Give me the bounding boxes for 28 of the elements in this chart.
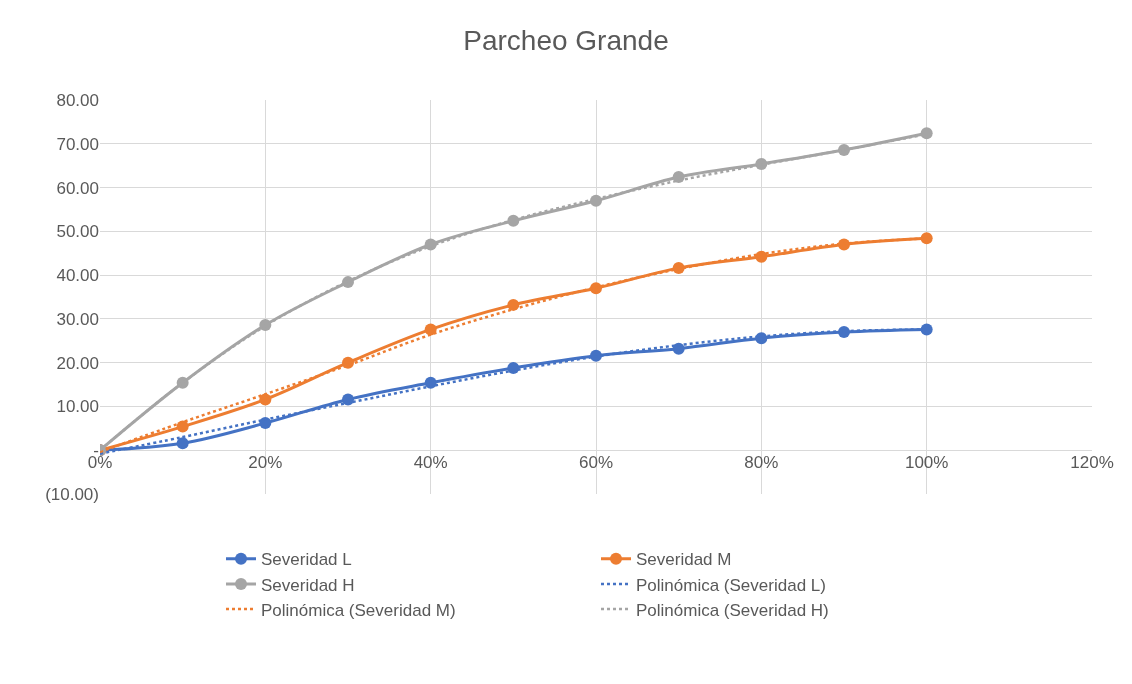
y-tick-label: 50.00 (56, 222, 99, 242)
point (259, 393, 272, 406)
y-tick-label: 70.00 (56, 134, 99, 154)
legend-label: Polinómica (Severidad M) (261, 600, 456, 620)
point (424, 323, 437, 336)
point (507, 298, 520, 311)
y-tick-label: 20.00 (56, 353, 99, 373)
x-tick-label: 20% (248, 453, 283, 473)
y-tick-label: 40.00 (56, 266, 99, 286)
y-tick-label: 60.00 (56, 178, 99, 198)
y-tick-label: 80.00 (56, 90, 99, 110)
x-tick-label: 100% (904, 453, 949, 473)
x-tick-label: 40% (413, 453, 448, 473)
y-tick-label: 30.00 (56, 309, 99, 329)
legend-label: Polinómica (Severidad H) (636, 600, 829, 620)
y-tick-label: (10.00) (45, 484, 99, 504)
point (755, 250, 768, 263)
point (176, 437, 189, 450)
x-tick-label: 60% (578, 453, 614, 473)
legend-label: Severidad M (636, 550, 732, 570)
y-tick-label: 10.00 (56, 397, 99, 417)
chart-title: Parcheo Grande (463, 25, 669, 57)
legend-label: Severidad L (261, 550, 352, 570)
x-tick-label: 120% (1070, 453, 1114, 473)
legend-label: Polinómica (Severidad L) (636, 575, 826, 595)
point (920, 127, 933, 140)
legend-label: Severidad H (261, 575, 355, 595)
x-tick-label: 80% (744, 453, 779, 473)
